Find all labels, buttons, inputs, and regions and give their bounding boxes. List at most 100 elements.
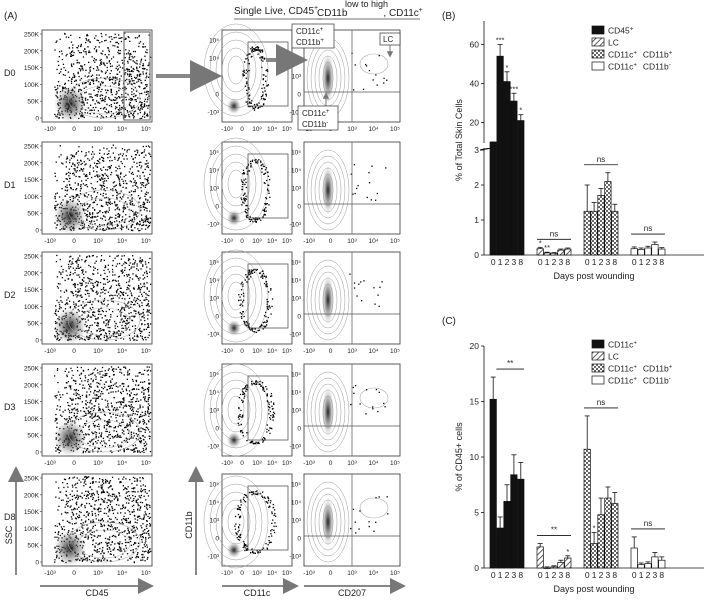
scatter-point <box>126 110 128 112</box>
scatter-point <box>78 291 80 293</box>
scatter-point <box>130 105 132 107</box>
scatter-point <box>77 164 80 166</box>
scatter-point <box>81 559 84 561</box>
scatter-point <box>84 411 86 413</box>
y-tick-label: 250K <box>24 254 40 261</box>
scatter-point <box>108 54 110 56</box>
scatter-point <box>126 393 129 395</box>
scatter-point <box>119 371 121 373</box>
x-tick-label: 10⁴ <box>368 238 378 245</box>
scatter-point <box>119 295 121 297</box>
scatter-point <box>76 194 79 196</box>
scatter-point <box>120 508 122 510</box>
scatter-point <box>129 316 131 318</box>
scatter-point <box>116 414 119 416</box>
scatter-point <box>122 180 124 182</box>
scatter-point <box>88 295 90 297</box>
cd207-point <box>370 199 372 201</box>
contour-point <box>260 164 263 166</box>
scatter-point <box>89 166 91 168</box>
scatter-point <box>87 177 89 180</box>
scatter-point <box>132 287 135 289</box>
scatter-point <box>97 67 99 69</box>
scatter-point <box>118 445 120 447</box>
contour-point <box>251 382 253 385</box>
scatter-point <box>142 73 144 75</box>
scatter-point <box>78 310 80 312</box>
scatter-point <box>106 66 108 69</box>
scatter-point <box>109 287 111 290</box>
contour-point <box>262 163 264 165</box>
scatter-point <box>104 211 106 213</box>
scatter-point <box>145 525 147 527</box>
scatter-point <box>109 385 111 387</box>
scatter-point <box>92 432 94 435</box>
scatter-point <box>110 89 112 92</box>
contour-point <box>257 46 260 49</box>
scatter-point <box>142 387 144 390</box>
scatter-point <box>104 111 106 113</box>
contour-density-core <box>322 166 334 214</box>
contour-point <box>261 438 264 440</box>
scatter-point <box>125 389 128 392</box>
scatter-point <box>147 107 149 109</box>
contour-point <box>246 101 249 103</box>
scatter-point <box>146 294 148 296</box>
contour-point <box>242 70 244 73</box>
scatter-point <box>60 307 62 309</box>
scatter-point <box>105 325 107 327</box>
contour-point <box>238 407 240 409</box>
contour-point <box>256 268 258 271</box>
scatter-point <box>76 393 79 395</box>
scatter-point <box>101 228 104 231</box>
scatter-point <box>91 553 94 556</box>
contour-point <box>261 325 263 327</box>
contour-point <box>242 181 244 184</box>
scatter-point <box>117 450 120 452</box>
scatter-point <box>56 299 58 302</box>
scatter-point <box>140 107 142 109</box>
contour-point <box>248 63 250 65</box>
scatter-point <box>100 498 103 500</box>
scatter-point <box>139 407 141 409</box>
scatter-point <box>100 510 102 512</box>
scatter-point <box>98 436 100 438</box>
scatter-point <box>70 416 73 419</box>
scatter-point <box>121 96 123 98</box>
scatter-point <box>129 405 131 407</box>
scatter-point <box>70 398 72 400</box>
scatter-point <box>108 219 110 221</box>
scatter-point <box>66 502 68 504</box>
scatter-point <box>68 416 70 418</box>
scatter-point <box>117 109 120 111</box>
scatter-point <box>135 410 138 412</box>
scatter-point <box>108 439 110 442</box>
contour-point <box>259 50 261 53</box>
scatter-point <box>83 87 85 89</box>
scatter-point <box>88 278 90 280</box>
scatter-point <box>65 289 67 291</box>
contour-point <box>241 186 243 188</box>
scatter-point <box>121 421 123 423</box>
scatter-point <box>132 255 134 257</box>
scatter-point <box>104 386 106 388</box>
contour-point <box>245 325 247 327</box>
scatter-point <box>101 376 104 378</box>
contour-point <box>249 442 251 444</box>
scatter-point <box>143 68 145 70</box>
scatter-point <box>123 397 125 399</box>
scatter-point <box>116 290 118 292</box>
scatter-point <box>132 337 134 339</box>
contour-point <box>266 308 269 310</box>
scatter-point <box>99 98 102 100</box>
scatter-point <box>141 165 143 167</box>
scatter-point <box>91 417 93 420</box>
scatter-point <box>147 400 149 402</box>
scatter-point <box>92 254 94 257</box>
scatter-point <box>98 428 100 430</box>
scatter-point <box>92 314 94 317</box>
contour-point <box>268 204 270 206</box>
contour-point <box>264 98 266 101</box>
x-tick-label: 10³ <box>93 348 103 355</box>
scatter-point <box>127 306 129 308</box>
